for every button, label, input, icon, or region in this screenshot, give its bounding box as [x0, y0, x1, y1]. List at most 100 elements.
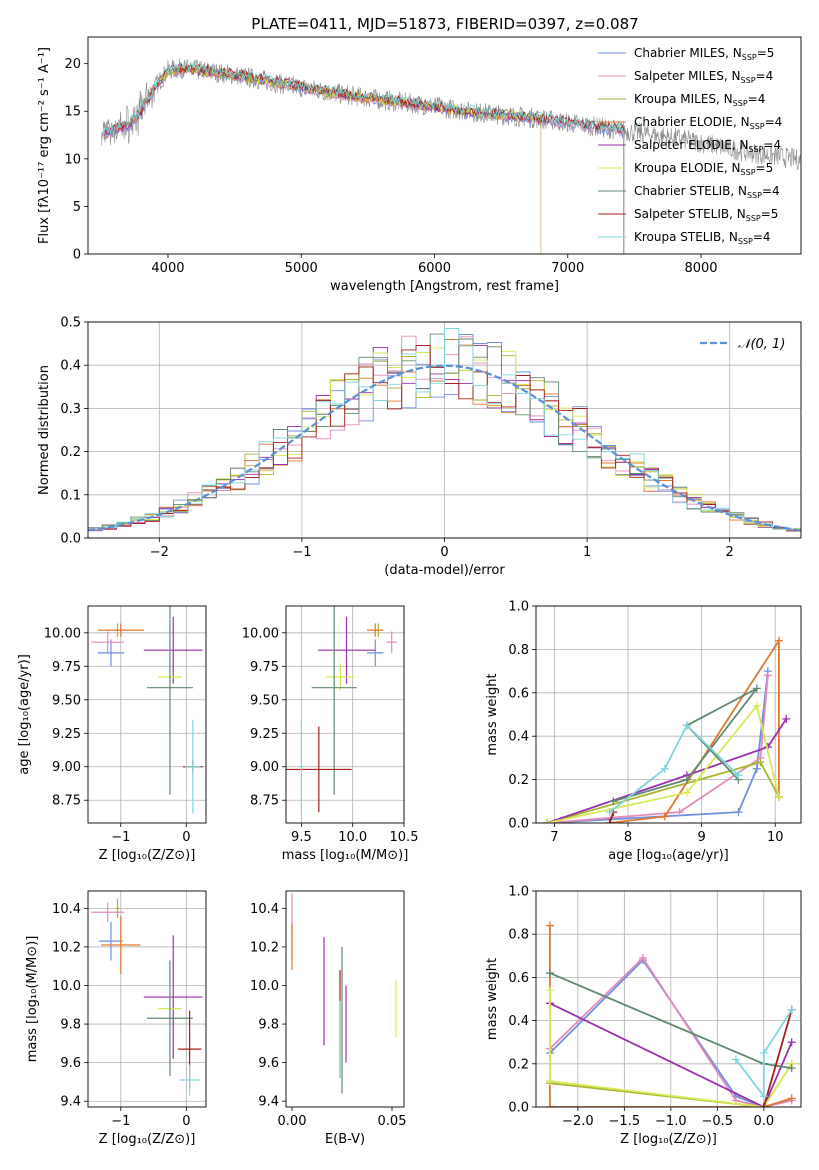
x-tick-label: 1	[583, 545, 591, 560]
legend-label: Salpeter MILES, NSSP=4	[634, 69, 773, 85]
mass-vs-reddening-panel: 0.00 0.05 9.4 9.6 9.8 10.0 10.2 10.4 E(B-V)	[250, 890, 407, 1147]
y-axis-label: mass [log₁₀(M/M⊙)]	[25, 936, 40, 1063]
weight-marker-kroupa_stelib	[682, 721, 691, 730]
y-tick-label: 10.00	[242, 626, 279, 641]
x-axis-label: mass [log₁₀(M/M⊙)]	[282, 848, 409, 863]
legend-subscript: SSP	[733, 99, 748, 108]
y-tick-label: 0	[73, 248, 81, 263]
weight-marker-salpeter_elodie	[787, 1038, 796, 1047]
weight-marker-chabrier_stelib	[682, 775, 691, 784]
y-tick-label: 1.0	[508, 885, 529, 900]
error-bars	[91, 898, 203, 1096]
legend-label: 𝒩(0, 1)	[738, 337, 785, 352]
spectrum-panel: 4000 5000 6000 7000 8000 0 5 10 15 20 wavelength […	[37, 36, 802, 294]
axes-frame	[535, 605, 802, 824]
x-tick-label: 0.0	[753, 1114, 774, 1129]
legend-label: Salpeter ELODIE, NSSP=4	[634, 138, 781, 154]
y-tick-label: 8.75	[250, 794, 279, 809]
model-spectrum-chabrier_miles	[103, 65, 625, 254]
legend-label: Chabrier MILES, NSSP=5	[634, 46, 774, 62]
error-bars	[286, 606, 397, 814]
y-tick-label: 5	[73, 200, 81, 215]
y-tick-label: 0.0	[508, 817, 529, 832]
weight-marker-kroupa_elodie	[752, 701, 761, 710]
x-tick-label: −0.5	[702, 1114, 734, 1129]
y-axis-label: mass weight	[485, 673, 500, 755]
legend-subscript: SSP	[741, 76, 756, 85]
legend-label: Kroupa STELIB, NSSP=4	[634, 230, 771, 246]
x-tick-label: −1.5	[609, 1114, 641, 1129]
figure-title: PLATE=0411, MJD=51873, FIBERID=0397, z=0…	[251, 15, 638, 33]
x-tick-label: 9.5	[291, 830, 312, 845]
weight-marker-salpeter_elodie	[782, 714, 791, 723]
x-axis-label: E(B-V)	[325, 1132, 365, 1147]
x-axis-label: Z [log₁₀(Z/Z⊙)]	[99, 1132, 196, 1147]
y-tick-label: 10.0	[52, 979, 81, 994]
weight-marker-chabrier_elodie	[774, 636, 783, 645]
y-tick-label: 9.00	[52, 760, 81, 775]
y-tick-label: 0.4	[60, 359, 81, 374]
y-tick-label: 10	[64, 152, 81, 167]
y-tick-label: 20	[64, 57, 81, 72]
x-tick-label: 8000	[684, 261, 717, 276]
legend-subscript: SSP	[748, 145, 763, 154]
axes-frame	[87, 321, 802, 539]
weight-marker-chabrier_stelib	[787, 1064, 796, 1073]
y-tick-label: 0.2	[60, 445, 81, 460]
error-bars	[91, 606, 203, 814]
legend-count: =5	[756, 161, 774, 175]
weight-line-salpeter_miles	[546, 675, 769, 823]
y-tick-label: 9.75	[250, 660, 279, 675]
axes-frame	[87, 890, 207, 1108]
weight-marker-chabrier_miles	[752, 764, 761, 773]
y-tick-label: 0.2	[508, 1057, 529, 1072]
legend-count: =4	[756, 69, 774, 83]
x-tick-label: 0	[182, 830, 190, 845]
weight-marker-salpeter_miles	[675, 808, 684, 817]
weight-marker-chabrier_elodie	[660, 812, 669, 821]
weight-marker-kroupa_stelib	[734, 771, 743, 780]
weight-marker-salpeter_stelib	[605, 819, 614, 823]
legend-count: =5	[761, 207, 779, 221]
axes-frame	[87, 605, 207, 824]
x-tick-label: 7000	[551, 261, 584, 276]
x-tick-label: 7	[550, 830, 558, 845]
x-axis-label: age [log₁₀(age/yr)]	[608, 848, 729, 863]
y-tick-label: 0.4	[508, 1014, 529, 1029]
x-tick-label: −1	[111, 830, 130, 845]
y-tick-label: 10.2	[250, 940, 279, 955]
histogram-kroupa_stelib	[88, 328, 801, 533]
x-tick-label: −1.0	[655, 1114, 687, 1129]
model-spectrum-salpeter_stelib	[103, 63, 625, 254]
weight-marker-chabrier_stelib	[545, 969, 554, 978]
weight-marker-kroupa_elodie	[682, 788, 691, 797]
x-tick-label: 10.5	[390, 830, 419, 845]
weight-marker-salpeter_miles	[763, 671, 772, 680]
x-axis-label: Z [log₁₀(Z/Z⊙)]	[620, 1132, 717, 1147]
x-tick-label: −1	[111, 1114, 130, 1129]
axes-frame	[87, 36, 802, 255]
weight-marker-kroupa_stelib	[731, 1055, 740, 1064]
weight-marker-kroupa_stelib	[759, 1049, 768, 1057]
y-axis-label: age [log₁₀(age/yr)]	[17, 654, 32, 775]
y-tick-label: 0.0	[60, 532, 81, 547]
y-tick-label: 9.8	[60, 1018, 81, 1033]
x-tick-label: 5000	[285, 261, 318, 276]
weight-line-kroupa_stelib	[735, 1009, 793, 1099]
x-tick-label: 4000	[151, 261, 184, 276]
y-axis-label: Normed distribution	[37, 365, 52, 495]
x-tick-label: 8	[624, 830, 632, 845]
weight-marker-kroupa_elodie	[774, 792, 783, 801]
weight-marker-chabrier_elodie	[545, 921, 554, 930]
weight-line-kroupa_stelib	[609, 723, 740, 813]
legend-label: Kroupa MILES, NSSP=4	[634, 92, 765, 108]
y-tick-label: 8.75	[52, 794, 81, 809]
x-tick-label: 0	[440, 545, 448, 560]
legend-count: =4	[748, 92, 766, 106]
y-tick-label: 9.6	[258, 1056, 279, 1071]
spectrum-lines	[101, 58, 801, 254]
y-tick-label: 15	[64, 105, 81, 120]
age-vs-mass-panel: 9.5 10.0 10.5 8.75 9.00 9.25 9.50 9.75 10.00 mass…	[242, 605, 419, 863]
x-tick-label: 0.05	[378, 1114, 407, 1129]
legend-subscript: SSP	[750, 122, 765, 131]
